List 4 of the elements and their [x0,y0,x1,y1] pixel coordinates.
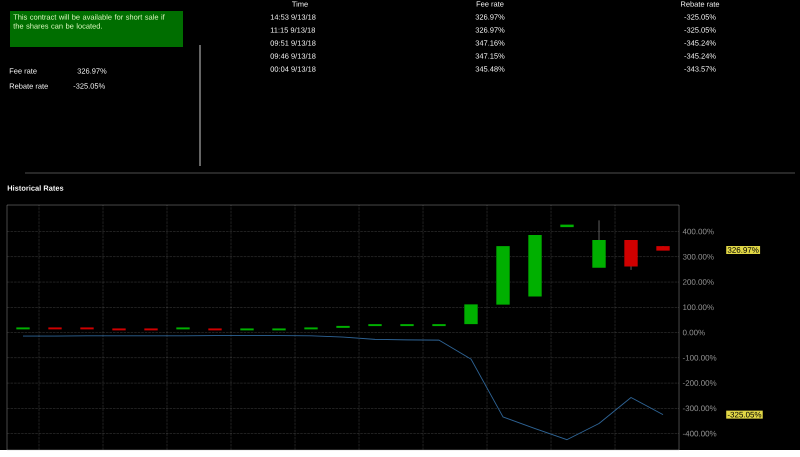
candlestick [464,304,478,324]
candlestick [560,224,574,228]
candlestick [528,235,542,297]
candlestick [496,246,510,305]
